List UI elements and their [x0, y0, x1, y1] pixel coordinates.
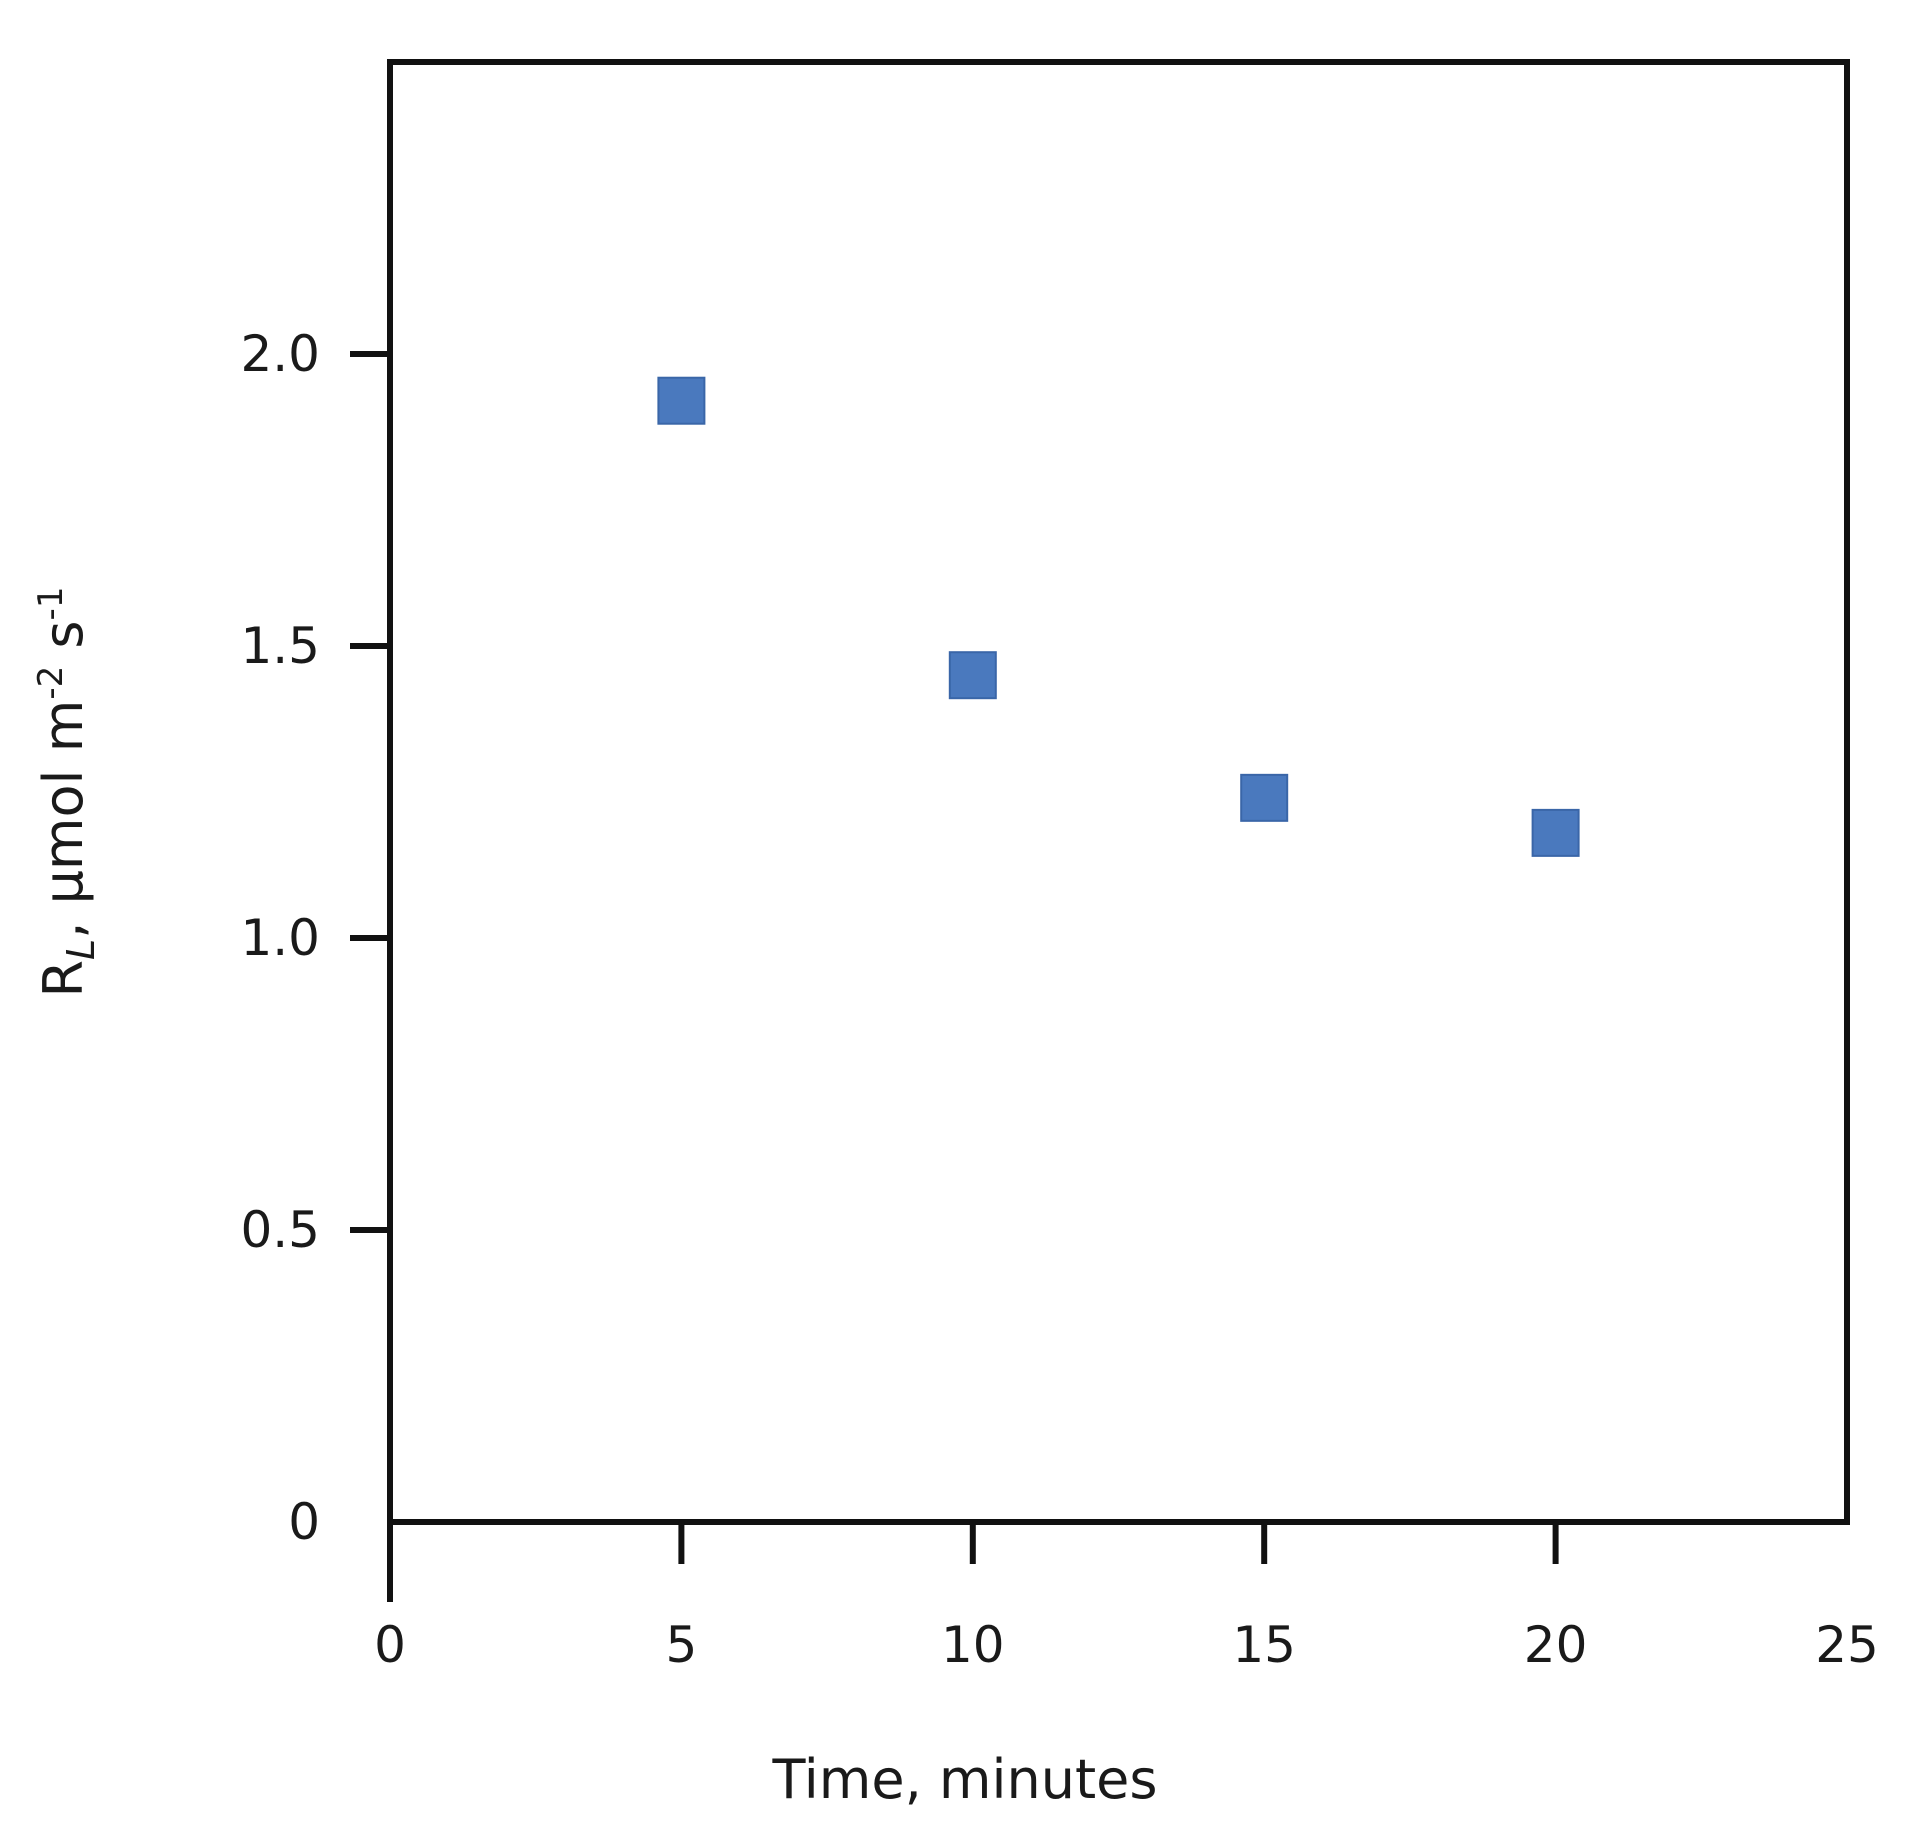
data-point [948, 651, 997, 700]
plot-frame [387, 59, 1850, 1525]
x-tick-label: 10 [941, 1616, 1005, 1674]
y-tick-label: 1.5 [240, 617, 320, 675]
data-point [1531, 808, 1580, 857]
x-tick-label: 5 [665, 1616, 697, 1674]
y-tick-label: 0 [288, 1493, 320, 1551]
y-tick-label: 1.0 [240, 909, 320, 967]
y-tick-label: 2.0 [240, 325, 320, 383]
data-points [657, 376, 1580, 857]
x-tick-label: 25 [1815, 1616, 1879, 1674]
data-point [657, 376, 706, 425]
x-tick-label: 0 [374, 1616, 406, 1674]
x-tick-label: 15 [1232, 1616, 1296, 1674]
x-axis-ticks: 0 5 10 15 20 25 [374, 1522, 1879, 1674]
x-axis-title: Time, minutes [771, 1748, 1157, 1811]
data-point [1240, 773, 1289, 822]
x-tick-label: 20 [1524, 1616, 1588, 1674]
y-axis-ticks: 0 0.5 1.0 1.5 2.0 [240, 325, 390, 1551]
y-tick-label: 0.5 [240, 1201, 320, 1259]
y-axis-title: RL, μmol m-2 s-1 [31, 587, 103, 998]
